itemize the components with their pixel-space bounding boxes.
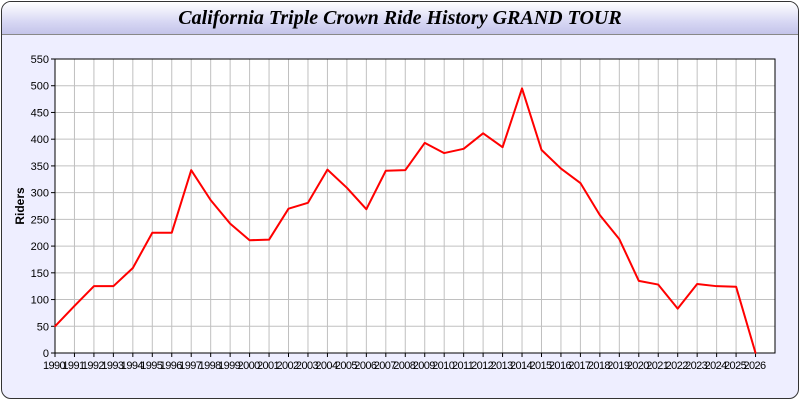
data-point xyxy=(326,168,329,171)
data-point xyxy=(637,280,640,282)
chart-title: California Triple Crown Ride History GRA… xyxy=(178,7,622,29)
data-point xyxy=(462,148,465,150)
x-tick-label: 2026 xyxy=(744,360,767,372)
data-point xyxy=(209,199,212,201)
data-point xyxy=(151,231,154,234)
x-tick-label: 1990 xyxy=(43,360,66,372)
data-point xyxy=(735,285,737,288)
x-tick-label: 2010 xyxy=(432,360,455,372)
data-point xyxy=(73,305,76,307)
y-tick-label: 50 xyxy=(37,321,49,333)
data-point xyxy=(229,222,231,225)
y-tick-label: 550 xyxy=(31,54,49,66)
plot-border xyxy=(54,58,776,354)
x-tick-label: 2009 xyxy=(413,360,436,372)
y-tick-label: 200 xyxy=(31,241,49,253)
data-point xyxy=(521,87,523,90)
x-tick-label: 2008 xyxy=(393,360,416,372)
x-tick-label: 2018 xyxy=(588,360,611,372)
x-tick-label: 1996 xyxy=(160,360,183,372)
data-point xyxy=(482,132,484,135)
x-tick-label: 2004 xyxy=(315,360,338,372)
x-tick-label: 1998 xyxy=(199,360,222,372)
x-tick-label: 2024 xyxy=(705,360,728,372)
data-point xyxy=(54,325,56,328)
y-tick-label: 450 xyxy=(31,107,49,119)
data-point xyxy=(268,238,270,241)
x-tick-label: 2013 xyxy=(491,360,514,372)
x-tick-label: 2002 xyxy=(276,360,299,372)
data-point xyxy=(599,214,601,216)
y-axis-label: Riders xyxy=(13,187,27,225)
data-point xyxy=(365,208,368,211)
x-tick-label: 2006 xyxy=(354,360,377,372)
x-tick-label: 2017 xyxy=(568,360,591,372)
data-point xyxy=(190,169,193,171)
data-point xyxy=(385,169,387,172)
x-tick-label: 2019 xyxy=(607,360,630,372)
x-tick-label: 1997 xyxy=(179,360,202,372)
x-tick-label: 2014 xyxy=(510,360,533,372)
data-point xyxy=(132,267,134,269)
x-tick-label: 2025 xyxy=(724,360,747,372)
x-tick-label: 1991 xyxy=(62,360,85,372)
data-point xyxy=(93,285,95,287)
y-tick-label: 150 xyxy=(31,268,49,280)
x-tick-label: 2021 xyxy=(646,360,669,372)
plot-area xyxy=(55,59,775,353)
x-tick-label: 1993 xyxy=(101,360,124,372)
x-tick-label: 1999 xyxy=(218,360,241,372)
y-tick-label: 350 xyxy=(31,161,49,173)
data-point xyxy=(754,352,757,354)
data-point xyxy=(696,283,698,285)
data-point xyxy=(346,187,348,189)
y-tick-label: 500 xyxy=(31,81,49,93)
data-point xyxy=(443,152,445,154)
data-point xyxy=(715,285,718,287)
y-tick-label: 0 xyxy=(43,348,49,360)
y-tick-label: 250 xyxy=(31,214,49,226)
data-point xyxy=(676,307,679,310)
x-tick-label: 2023 xyxy=(685,360,708,372)
y-tick-label: 300 xyxy=(31,188,49,200)
y-tick-label: 400 xyxy=(31,134,49,146)
data-point xyxy=(657,283,660,286)
x-tick-label: 2012 xyxy=(471,360,494,372)
x-tick-label: 1992 xyxy=(82,360,105,372)
x-tick-label: 2001 xyxy=(257,360,280,372)
x-tick-label: 2020 xyxy=(627,360,650,372)
data-point xyxy=(560,167,562,170)
x-tick-label: 2005 xyxy=(335,360,358,372)
x-tick-label: 1995 xyxy=(140,360,163,372)
data-point xyxy=(112,285,115,287)
data-point xyxy=(404,169,407,171)
data-point xyxy=(618,238,621,240)
x-tick-label: 2003 xyxy=(296,360,319,372)
data-point xyxy=(501,146,504,148)
data-point xyxy=(248,239,251,242)
data-point xyxy=(579,182,582,184)
data-point xyxy=(287,207,290,210)
data-point xyxy=(540,149,543,151)
data-point xyxy=(170,231,173,234)
data-point xyxy=(423,142,426,144)
y-tick-label: 100 xyxy=(31,295,49,307)
x-tick-label: 2016 xyxy=(549,360,572,372)
x-tick-label: 2000 xyxy=(238,360,261,372)
x-tick-label: 1994 xyxy=(121,360,144,372)
x-tick-label: 2007 xyxy=(374,360,397,372)
x-tick-label: 2015 xyxy=(529,360,552,372)
x-tick-label: 2011 xyxy=(452,360,474,372)
x-tick-label: 2022 xyxy=(666,360,689,372)
title-bar: California Triple Crown Ride History GRA… xyxy=(2,2,798,35)
data-point xyxy=(307,201,309,204)
